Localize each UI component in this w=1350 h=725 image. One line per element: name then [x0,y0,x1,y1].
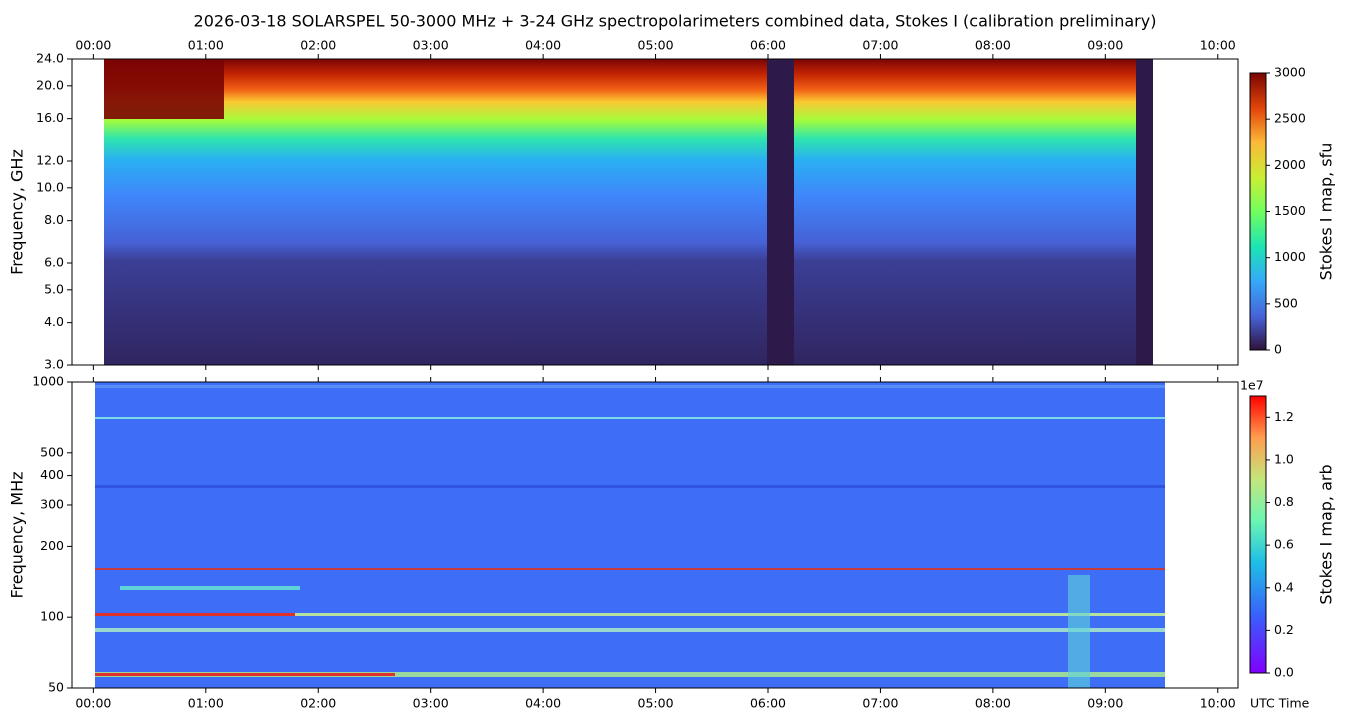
y-tick-label: 300 [40,496,64,511]
y-tick-label: 5.0 [44,281,64,296]
colorbar-tick-label: 1.2 [1274,409,1294,424]
colorbar-tick-label: 1000 [1274,249,1306,264]
colorbar-tick-label: 3000 [1274,65,1306,80]
colorbar-tick-label: 0.0 [1274,665,1294,680]
x-tick-label: 03:00 [413,696,449,711]
y-tick-label: 16.0 [36,110,64,125]
x-tick-label: 09:00 [1087,696,1123,711]
x-axis-label: UTC Time [1250,696,1310,711]
colorbar-tick-label: 0.2 [1274,622,1294,637]
y-tick-label: 50 [48,680,64,695]
colorbar-tick-label: 2000 [1274,157,1306,172]
x-tick-label: 02:00 [300,38,336,53]
colorbar-tick-label: 1.0 [1274,451,1294,466]
y-tick-label: 20.0 [36,77,64,92]
y-tick-label: 4.0 [44,314,64,329]
x-tick-label: 08:00 [975,696,1011,711]
x-tick-label: 10:00 [1200,38,1236,53]
colorbar-label: Stokes I map, sfu [1317,143,1336,281]
colorbar-tick-label: 0.8 [1274,494,1294,509]
x-tick-label: 09:00 [1087,38,1123,53]
y-tick-label: 10.0 [36,179,64,194]
colorbar-tick-label: 0.4 [1274,579,1294,594]
y-tick-label: 400 [40,467,64,482]
colorbar-label: Stokes I map, arb [1317,464,1336,604]
x-tick-label: 07:00 [862,696,898,711]
heatmap-image [104,59,1153,365]
y-tick-label: 500 [40,444,64,459]
y-tick-label: 12.0 [36,153,64,168]
y-tick-label: 6.0 [44,255,64,270]
x-tick-label: 04:00 [525,38,561,53]
colorbar-tick-label: 0 [1274,342,1282,357]
x-tick-label: 06:00 [750,38,786,53]
plot-frame [71,58,1239,366]
colorbar-offset: 1e7 [1240,378,1264,393]
y-tick-label: 24.0 [36,51,64,66]
x-tick-label: 02:00 [300,696,336,711]
x-tick-label: 01:00 [188,696,224,711]
x-tick-label: 06:00 [750,696,786,711]
x-tick-label: 03:00 [413,38,449,53]
heatmap-image [95,382,1165,688]
x-tick-label: 00:00 [75,696,111,711]
x-tick-label: 00:00 [75,38,111,53]
colorbar [1249,395,1267,674]
colorbar-tick-label: 1500 [1274,203,1306,218]
x-tick-label: 10:00 [1200,696,1236,711]
x-tick-label: 08:00 [975,38,1011,53]
y-tick-label: 1000 [32,374,64,389]
y-axis-label: Frequency, GHz [8,149,27,275]
colorbar [1249,72,1267,351]
y-tick-label: 8.0 [44,212,64,227]
colorbar-tick-label: 0.6 [1274,537,1294,552]
y-axis-label: Frequency, MHz [8,471,27,598]
chart-title: 2026-03-18 SOLARSPEL 50-3000 MHz + 3-24 … [194,12,1157,31]
x-tick-label: 04:00 [525,696,561,711]
y-tick-label: 200 [40,538,64,553]
y-tick-label: 3.0 [44,357,64,372]
colorbar-tick-label: 500 [1274,295,1298,310]
plot-frame [71,381,1239,689]
x-tick-label: 01:00 [188,38,224,53]
y-tick-label: 100 [40,609,64,624]
x-tick-label: 05:00 [638,696,674,711]
x-tick-label: 05:00 [638,38,674,53]
x-tick-label: 07:00 [862,38,898,53]
colorbar-tick-label: 2500 [1274,111,1306,126]
